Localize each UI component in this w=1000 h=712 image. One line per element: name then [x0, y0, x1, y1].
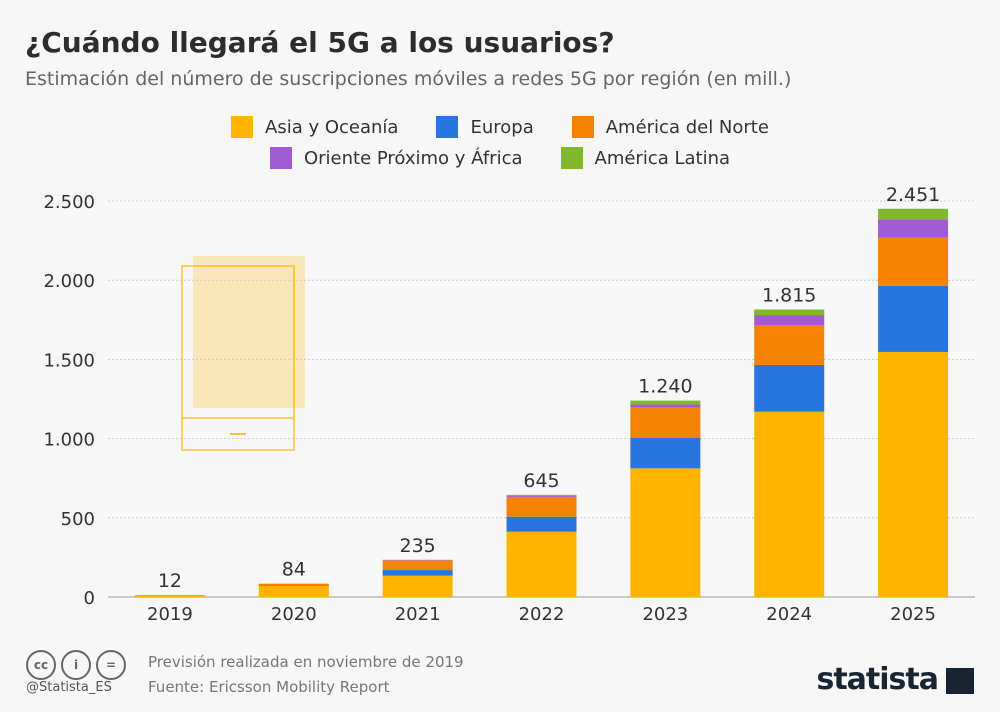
forecast-note: Previsión realizada en noviembre de 2019	[148, 653, 464, 671]
bar-segment	[878, 351, 949, 597]
bar-segment	[506, 494, 577, 496]
cc-icon: cc	[26, 650, 56, 680]
phone-illustration	[181, 256, 305, 451]
bar-segment	[754, 411, 825, 597]
x-tick-label: 2022	[519, 604, 565, 625]
bar-segment	[630, 437, 701, 469]
bar-segment	[754, 309, 825, 316]
x-tick-label: 2025	[890, 604, 936, 625]
bar-segment	[878, 208, 949, 220]
bar-segment	[630, 404, 701, 408]
legend-swatch	[269, 147, 292, 169]
bar-total-label: 12	[158, 570, 182, 592]
y-tick-label: 1.000	[43, 430, 95, 451]
chart-subtitle: Estimación del número de suscripciones m…	[25, 68, 792, 90]
bar-segment	[382, 560, 453, 571]
bar-total-label: 84	[282, 559, 306, 581]
legend-item: América Latina	[560, 147, 731, 169]
legend-label: Asia y Oceanía	[265, 116, 399, 138]
legend-label: Oriente Próximo y África	[303, 147, 523, 169]
statista-logo-icon	[946, 668, 974, 694]
bar-segment	[630, 407, 701, 438]
bar-segment	[258, 583, 329, 586]
statista-logo[interactable]: statista	[816, 662, 939, 697]
bar-segment	[506, 496, 577, 517]
stacked-bar-chart: 0 500 1.000 1.500 2.000 2.500 12 2019 84 2020 235 2…	[43, 184, 975, 625]
legend-item: Europa	[436, 116, 534, 138]
bar-segment	[506, 531, 577, 597]
bar-segment	[506, 495, 577, 497]
bar-total-label: 235	[400, 535, 436, 557]
y-tick-label: 2.000	[43, 271, 95, 292]
legend-row-1: Asia y Oceanía Europa América del Norte	[0, 116, 1000, 138]
bar-segment	[382, 575, 453, 597]
bar-segment	[754, 364, 825, 412]
attribution-icon: i	[61, 650, 91, 680]
legend-label: América del Norte	[605, 116, 769, 138]
bar-total-label: 1.240	[638, 376, 692, 398]
bar-segment	[134, 595, 205, 597]
bar-segment	[754, 325, 825, 365]
chart-title: ¿Cuándo llegará el 5G a los usuarios?	[25, 26, 615, 59]
no-derivatives-icon: =	[96, 650, 126, 680]
legend-item: Oriente Próximo y África	[269, 147, 523, 169]
bar-segment	[134, 595, 205, 596]
bar-total-label: 1.815	[762, 285, 816, 307]
bar-total-label: 2.451	[886, 184, 940, 206]
y-tick-label: 2.500	[43, 192, 95, 213]
y-tick-label: 0	[84, 588, 95, 609]
bar-segment	[630, 468, 701, 597]
bar-segment	[878, 219, 949, 238]
x-tick-label: 2020	[271, 604, 317, 625]
legend-swatch	[560, 147, 583, 169]
x-tick-label: 2021	[395, 604, 441, 625]
legend-swatch	[571, 116, 594, 138]
y-tick-label: 500	[61, 509, 95, 530]
legend-swatch	[436, 116, 459, 138]
bar-segment	[382, 570, 453, 576]
x-tick-label: 2024	[766, 604, 812, 625]
bar-segment	[754, 315, 825, 326]
bar-segment	[878, 237, 949, 286]
legend-item: América del Norte	[571, 116, 769, 138]
bar-segment	[878, 285, 949, 352]
bar-segment	[258, 585, 329, 597]
legend-swatch	[231, 116, 254, 138]
bar-segment	[258, 585, 329, 586]
legend-label: América Latina	[594, 147, 731, 169]
x-tick-label: 2023	[642, 604, 688, 625]
legend-label: Europa	[470, 116, 534, 138]
legend-row-2: Oriente Próximo y África América Latina	[0, 147, 1000, 169]
y-tick-label: 1.500	[43, 350, 95, 371]
legend-item: Asia y Oceanía	[231, 116, 398, 138]
bar-segment	[630, 400, 701, 405]
bar-total-label: 645	[523, 470, 559, 492]
bar-segment	[506, 516, 577, 532]
twitter-handle[interactable]: @Statista_ES	[26, 680, 112, 695]
x-tick-label: 2019	[147, 604, 193, 625]
source: Fuente: Ericsson Mobility Report	[148, 678, 390, 696]
